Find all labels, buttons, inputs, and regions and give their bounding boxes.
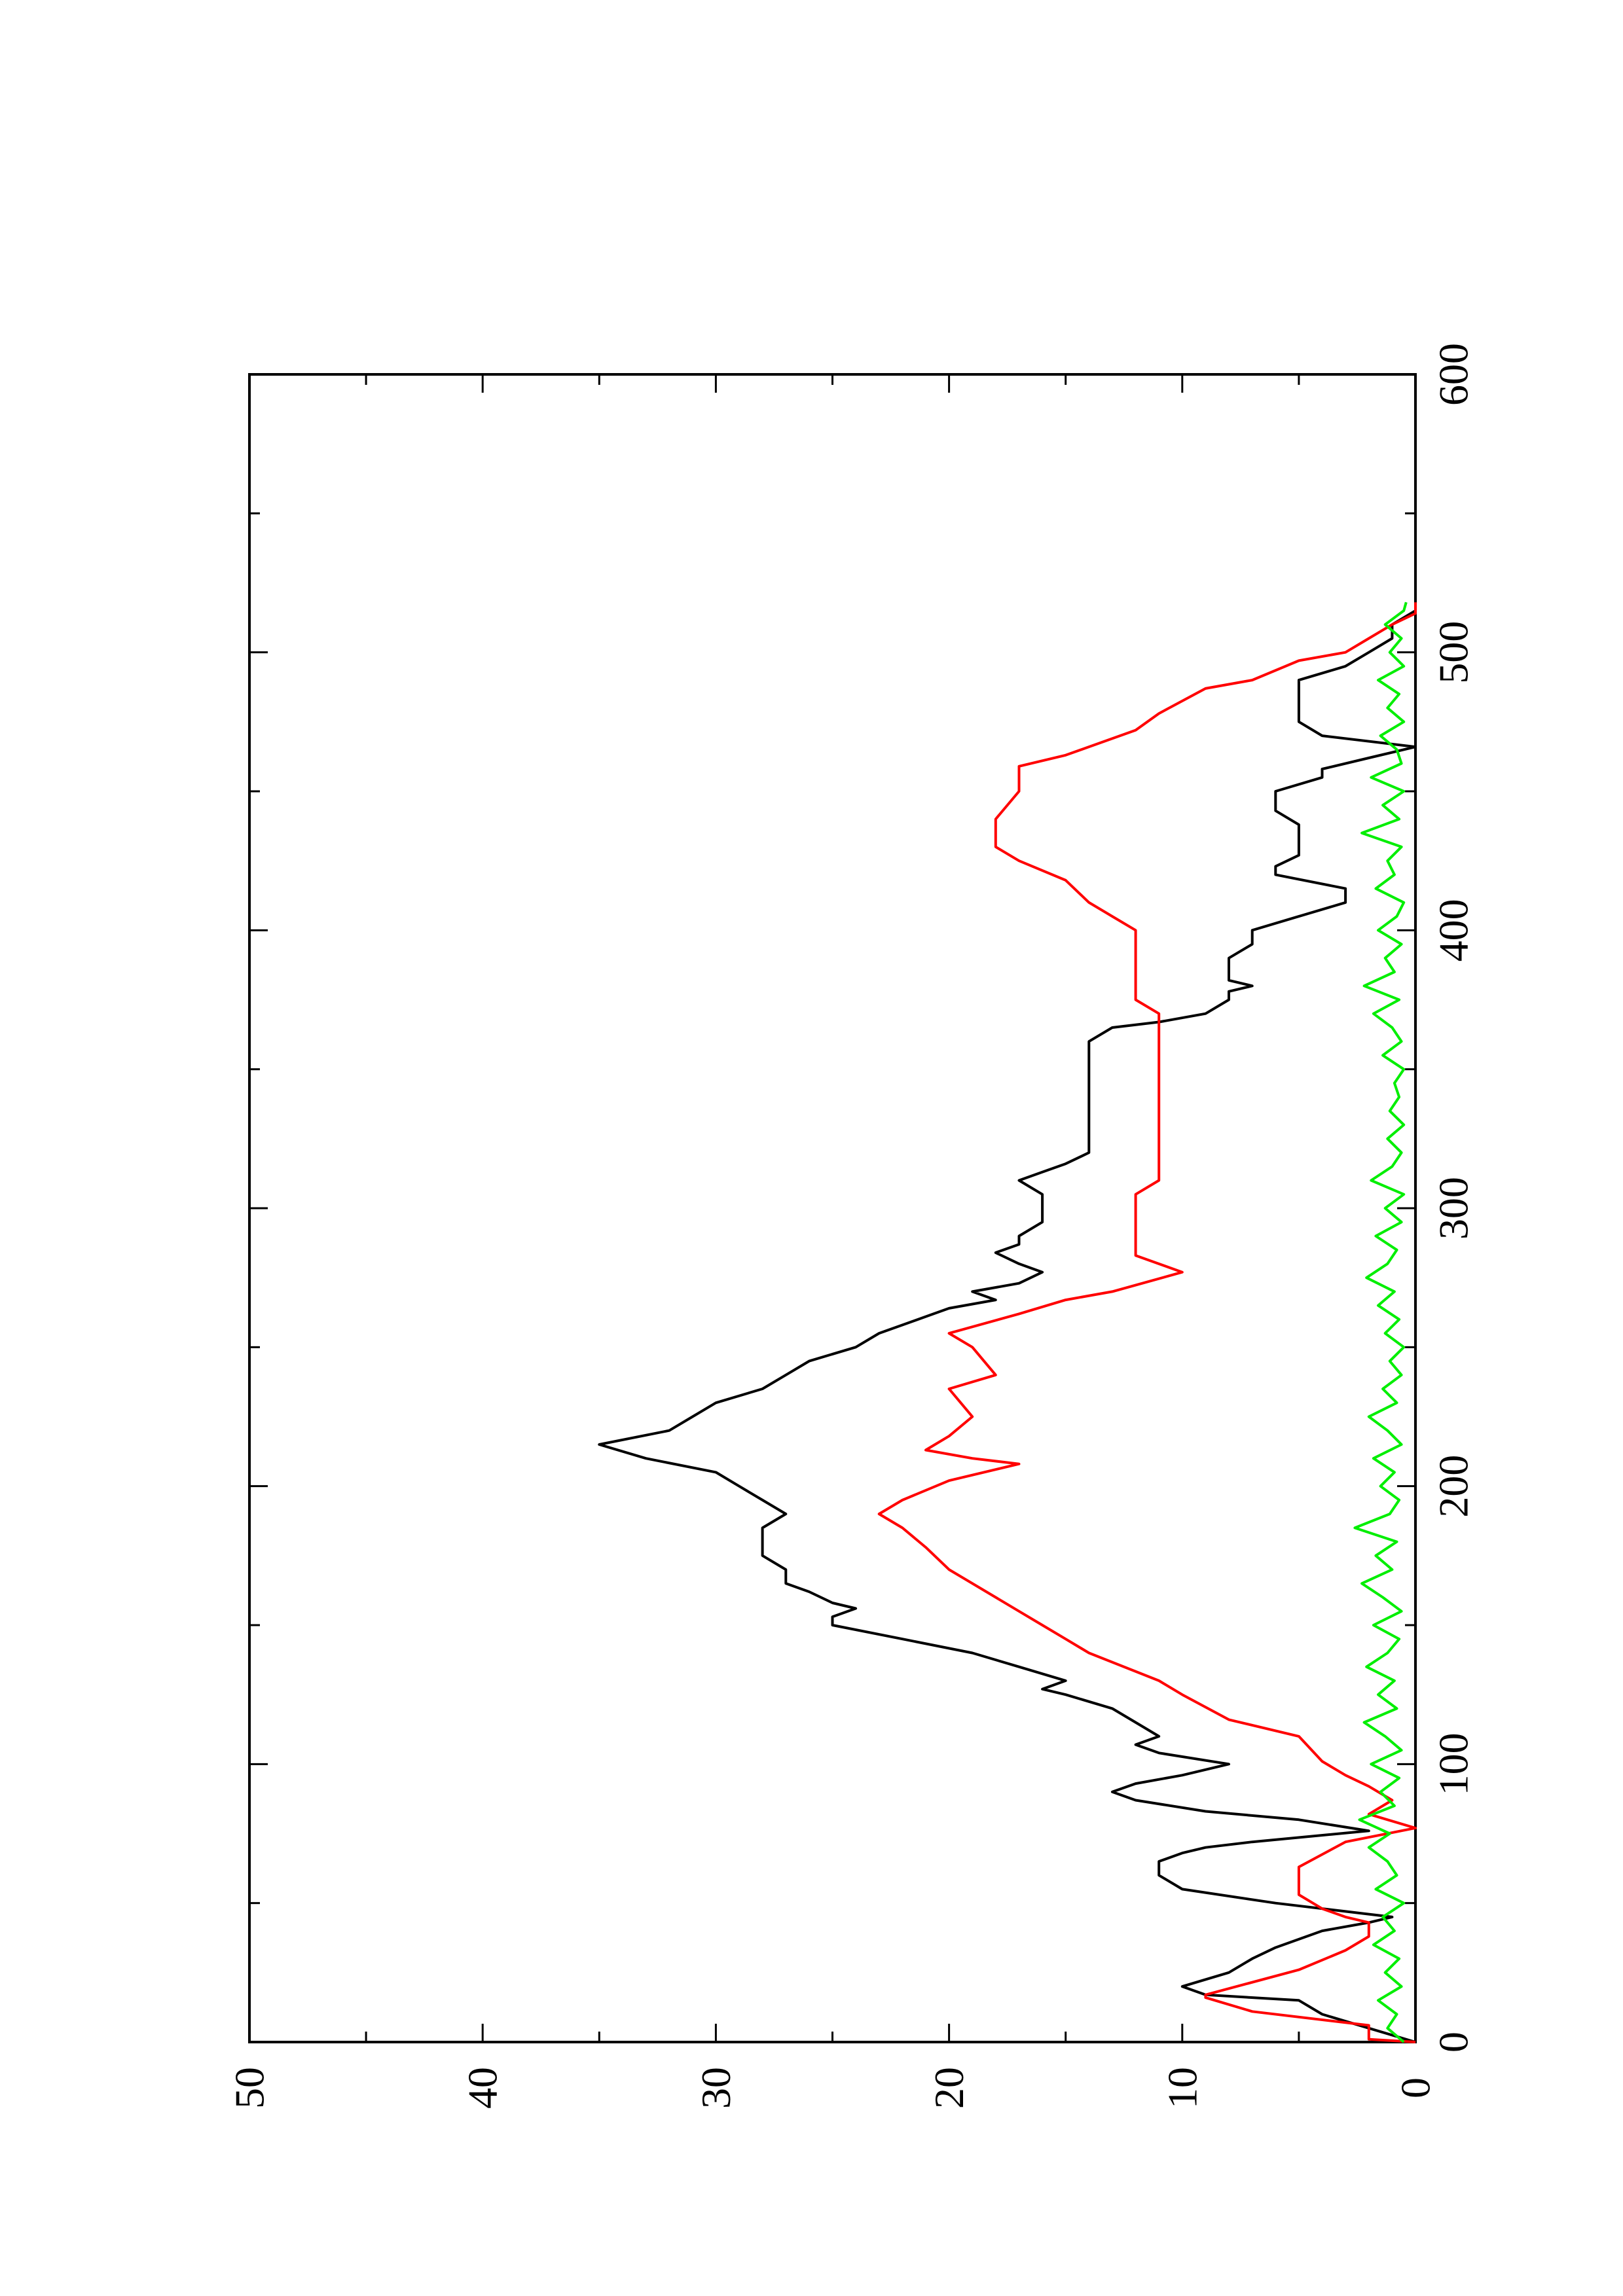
- x-tick-label: 600: [1431, 343, 1477, 406]
- y-tick-label: 0: [1393, 2077, 1439, 2098]
- tick-labels: 0 100 200 300 400 500 600 0 10 20 30 40 50: [227, 343, 1477, 2109]
- x-tick-label: 0: [1431, 2032, 1477, 2053]
- y-tick-label: 10: [1159, 2067, 1205, 2109]
- plot-frame: [248, 373, 1417, 2043]
- y-tick-label: 50: [227, 2067, 273, 2109]
- x-tick-label: 100: [1431, 1732, 1477, 1795]
- x-tick-label: 300: [1431, 1177, 1477, 1240]
- y-tick-label: 40: [460, 2067, 506, 2109]
- x-tick-label: 500: [1431, 621, 1477, 684]
- series-line-1: [598, 596, 1417, 2043]
- y-tick-label: 20: [926, 2067, 972, 2109]
- x-tick-label: 400: [1431, 899, 1477, 961]
- series-line-2: [877, 602, 1417, 2043]
- series-lines: [598, 596, 1417, 2043]
- series-line-3: [1353, 601, 1408, 2043]
- ticks: [248, 373, 1417, 2043]
- y-tick-label: 30: [693, 2067, 739, 2109]
- x-tick-label: 200: [1431, 1455, 1477, 1518]
